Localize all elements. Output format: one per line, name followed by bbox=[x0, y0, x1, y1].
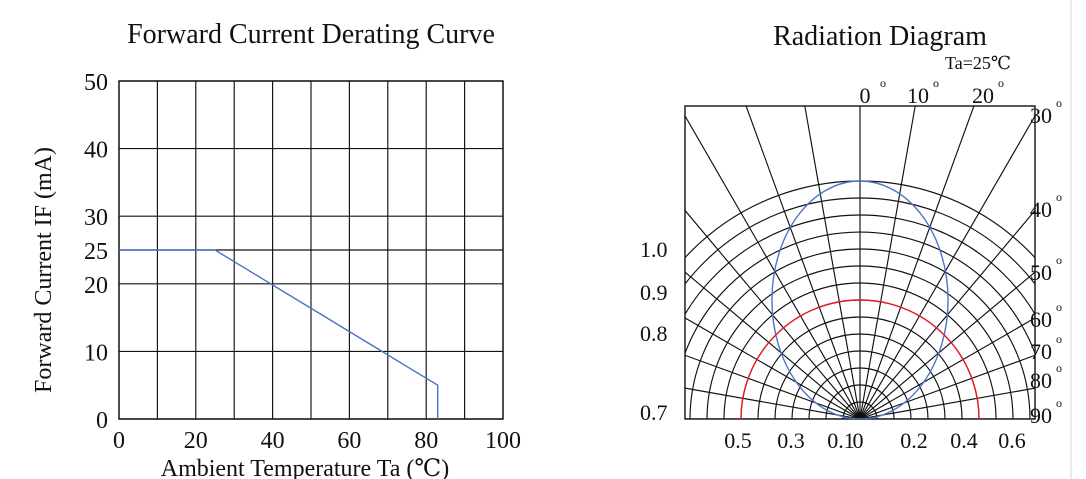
radiation-left-scale-label: 1.0 bbox=[640, 237, 668, 262]
radiation-angle-ray bbox=[859, 387, 1035, 419]
radiation-bottom-tick-label: 0.1 bbox=[827, 428, 855, 453]
radiation-angle-ray bbox=[859, 354, 1035, 419]
derating-title: Forward Current Derating Curve bbox=[127, 19, 495, 50]
derating-x-tick-label: 80 bbox=[414, 428, 438, 454]
radiation-degree-symbol: o bbox=[1056, 332, 1062, 346]
derating-x-tick-label: 100 bbox=[485, 428, 521, 454]
radiation-degree-symbol: o bbox=[1056, 96, 1062, 110]
radiation-angle-ray bbox=[859, 106, 975, 419]
radiation-degree-symbol: o bbox=[1056, 300, 1062, 314]
radiation-angle-label: 90 bbox=[1030, 403, 1052, 428]
radiation-bottom-tick-label: 0.5 bbox=[724, 428, 752, 453]
radiation-bottom-tick-label: 0.3 bbox=[777, 428, 805, 453]
radiation-angle-label: 60 bbox=[1030, 307, 1052, 332]
radiation-annotation: Ta=25℃ bbox=[945, 53, 1011, 73]
derating-y-tick-label: 10 bbox=[84, 340, 108, 366]
radiation-bottom-tick-label: 0 bbox=[853, 428, 864, 453]
radiation-angle-ray bbox=[685, 354, 861, 419]
radiation-degree-symbol: o bbox=[933, 76, 939, 90]
radiation-angle-ray bbox=[859, 114, 1035, 419]
derating-x-axis-label: Ambient Temperature Ta (℃) bbox=[161, 456, 450, 479]
radiation-bottom-tick-label: 0.6 bbox=[998, 428, 1026, 453]
radiation-degree-symbol: o bbox=[998, 76, 1004, 90]
derating-y-tick-label: 40 bbox=[84, 138, 108, 164]
radiation-degree-symbol: o bbox=[1056, 253, 1062, 267]
radiation-degree-symbol: o bbox=[1056, 396, 1062, 410]
radiation-red-pattern bbox=[740, 299, 980, 419]
radiation-degree-symbol: o bbox=[1056, 361, 1062, 375]
radiation-angle-label: 70 bbox=[1030, 339, 1052, 364]
radiation-degree-symbol: o bbox=[880, 76, 886, 90]
radiation-angle-ray bbox=[859, 317, 1035, 419]
radiation-left-scale-label: 0.7 bbox=[640, 400, 668, 425]
derating-y-tick-label: 30 bbox=[84, 205, 108, 231]
radiation-degree-symbol: o bbox=[1056, 190, 1062, 204]
radiation-bottom-tick-label: 0.2 bbox=[900, 428, 928, 453]
radiation-angle-label: 20 bbox=[972, 83, 994, 108]
radiation-angle-ray bbox=[859, 209, 1035, 419]
radiation-angle-ray bbox=[685, 209, 861, 419]
derating-current-line bbox=[119, 249, 439, 419]
derating-x-tick-label: 0 bbox=[113, 428, 125, 454]
radiation-angle-ray bbox=[804, 106, 861, 419]
derating-x-tick-label: 40 bbox=[261, 428, 285, 454]
radiation-angle-ray bbox=[745, 106, 861, 419]
radiation-angle-label: 40 bbox=[1030, 197, 1052, 222]
derating-y-tick-label: 0 bbox=[96, 408, 108, 434]
radiation-bottom-tick-label: 0.4 bbox=[950, 428, 978, 453]
radiation-angle-ray bbox=[685, 387, 861, 419]
radiation-angle-label: 0 bbox=[860, 83, 871, 108]
radiation-angle-label: 10 bbox=[907, 83, 929, 108]
derating-y-axis-label: Forward Current IF (mA) bbox=[31, 147, 57, 393]
radiation-title: Radiation Diagram bbox=[773, 21, 987, 52]
radiation-angle-label: 50 bbox=[1030, 260, 1052, 285]
radiation-angle-ray bbox=[685, 317, 861, 419]
radiation-left-scale-label: 0.9 bbox=[640, 280, 668, 305]
radiation-angle-ray bbox=[685, 271, 861, 419]
radiation-angle-label: 80 bbox=[1030, 368, 1052, 393]
derating-y-tick-label: 50 bbox=[84, 70, 108, 96]
radiation-angle-ray bbox=[859, 271, 1035, 419]
derating-y-tick-label: 20 bbox=[84, 273, 108, 299]
radiation-left-scale-label: 0.8 bbox=[640, 321, 668, 346]
derating-x-tick-label: 20 bbox=[184, 428, 208, 454]
radiation-angle-ray bbox=[859, 106, 916, 419]
radiation-polar-grid-group bbox=[685, 106, 1035, 419]
radiation-angle-ray bbox=[685, 114, 861, 419]
derating-y-tick-label: 25 bbox=[84, 239, 108, 265]
radiation-angle-label: 30 bbox=[1030, 103, 1052, 128]
derating-x-tick-label: 60 bbox=[337, 428, 361, 454]
radiation-blue-pattern bbox=[771, 180, 949, 419]
